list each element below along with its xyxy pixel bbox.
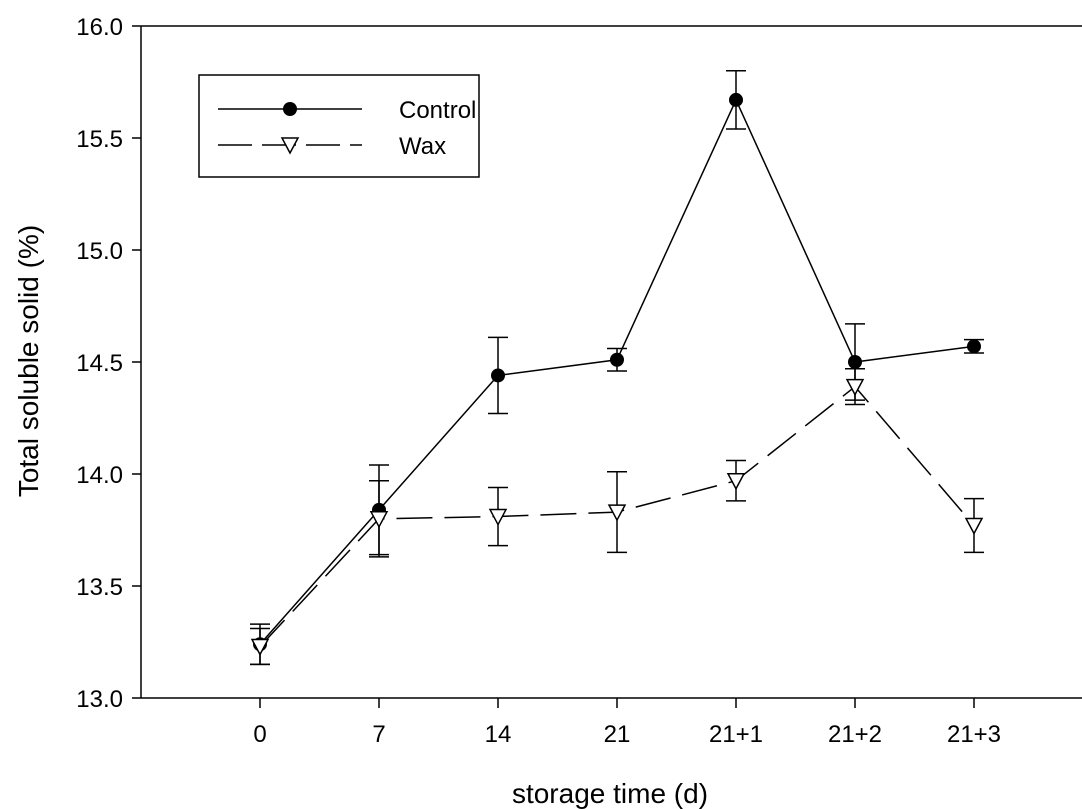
legend-box — [198, 74, 480, 178]
y-tick-label: 14.0 — [76, 462, 123, 489]
y-tick-label: 15.5 — [76, 126, 123, 153]
x-axis-ticks: 0 7 14 21 21+1 21+2 21+3 — [253, 698, 1001, 748]
data-point — [369, 511, 389, 529]
data-point — [848, 355, 862, 369]
series-wax — [250, 367, 984, 666]
y-tick-label: 16.0 — [76, 14, 123, 41]
data-point — [607, 504, 627, 522]
x-tick-label: 21+3 — [947, 721, 1001, 748]
legend-marker — [280, 137, 300, 155]
x-tick-label: 21+1 — [709, 721, 763, 748]
x-axis-label: storage time (d) — [512, 778, 708, 809]
legend-label: Wax — [399, 133, 446, 160]
x-tick-label: 21 — [604, 721, 631, 748]
x-tick-label: 14 — [485, 721, 512, 748]
data-point — [967, 339, 981, 354]
y-tick-label: 15.0 — [76, 238, 123, 265]
y-axis-ticks: 13.0 13.5 14.0 14.5 15.0 15.5 16.0 — [76, 14, 141, 713]
y-tick-label: 14.5 — [76, 350, 123, 377]
x-tick-label: 21+2 — [828, 721, 882, 748]
legend: Control Wax — [198, 74, 480, 178]
data-point — [726, 472, 746, 491]
y-tick-label: 13.5 — [76, 574, 123, 601]
data-point — [729, 92, 743, 107]
legend-marker — [283, 102, 297, 116]
data-point — [491, 368, 505, 383]
series-line — [259, 98, 975, 645]
data-point — [250, 638, 270, 657]
series-layer — [250, 70, 984, 666]
data-point — [610, 352, 624, 367]
x-tick-label: 7 — [372, 721, 385, 748]
data-point — [488, 508, 508, 527]
y-axis-label: Total soluble solid (%) — [13, 225, 44, 497]
y-tick-label: 13.0 — [76, 686, 123, 713]
data-point — [964, 517, 984, 536]
x-tick-label: 0 — [253, 721, 266, 748]
legend-label: Control — [399, 97, 476, 124]
data-point — [845, 378, 865, 397]
